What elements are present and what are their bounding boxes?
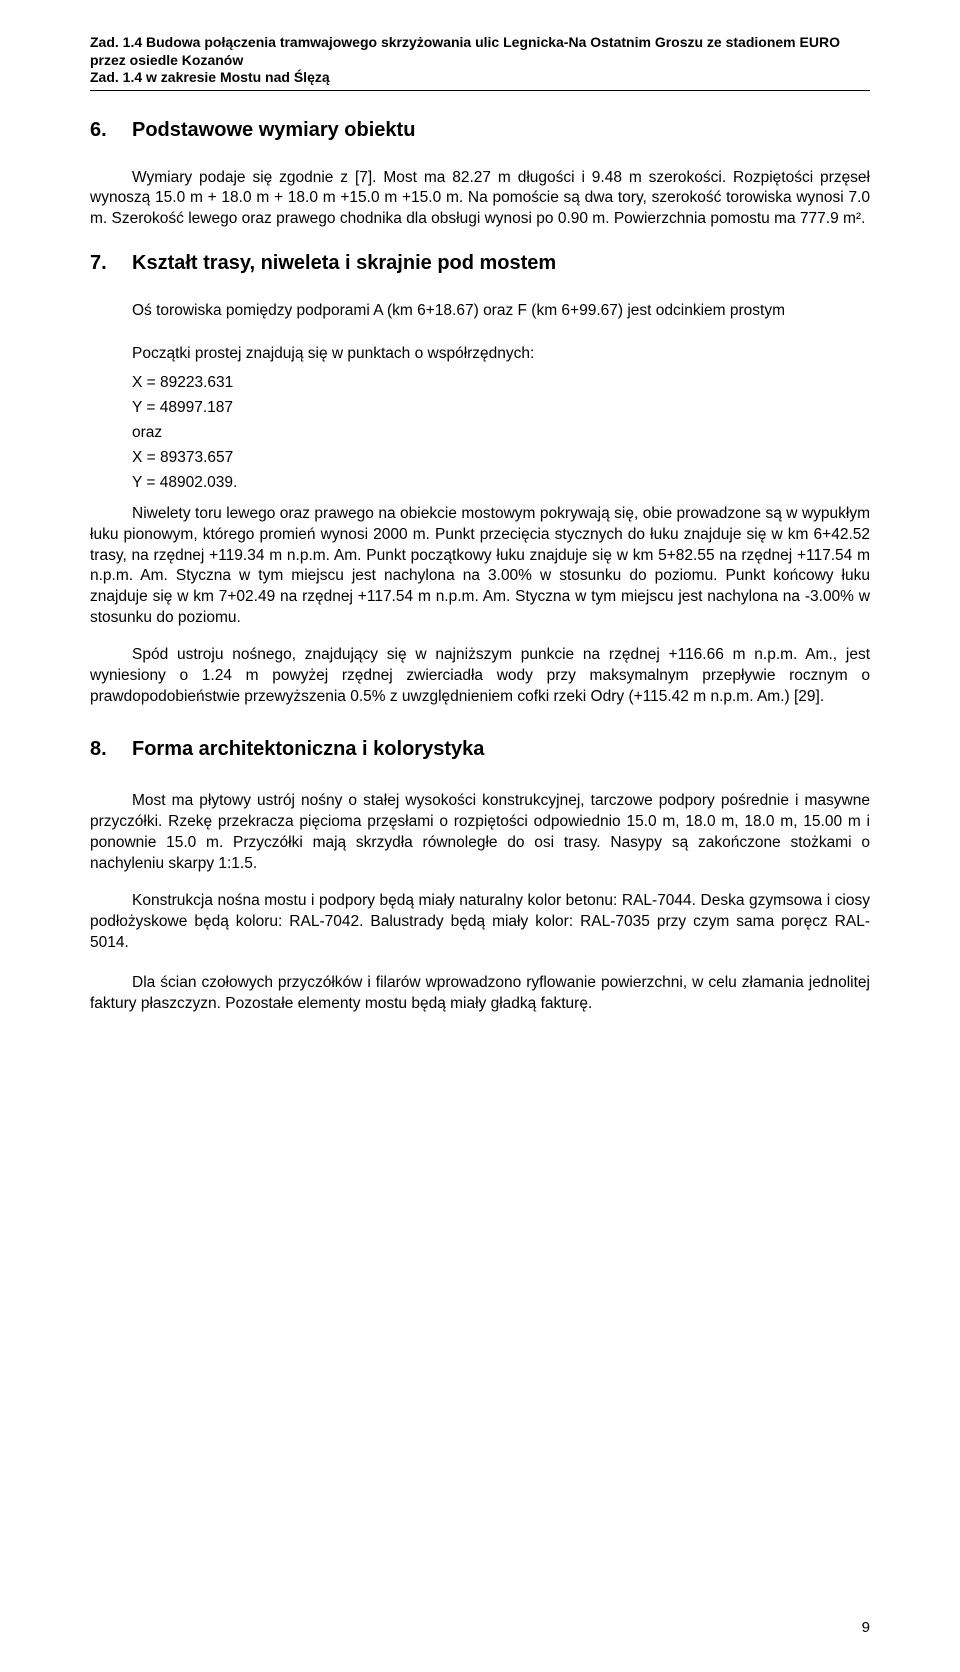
header-line-2: Zad. 1.4 w zakresie Mostu nad Ślęzą [90, 69, 870, 87]
section-7-heading: 7. Kształt trasy, niweleta i skrajnie po… [90, 252, 870, 275]
coord-x2: X = 89373.657 [132, 448, 870, 469]
section-7-title: Kształt trasy, niweleta i skrajnie pod m… [132, 252, 870, 275]
coord-y1: Y = 48997.187 [132, 398, 870, 419]
document-page: Zad. 1.4 Budowa połączenia tramwajowego … [0, 0, 960, 1672]
header-line-1: Zad. 1.4 Budowa połączenia tramwajowego … [90, 34, 870, 69]
section-8-paragraph-1: Most ma płytowy ustrój nośny o stałej wy… [90, 791, 870, 875]
page-number: 9 [862, 1619, 870, 1636]
section-8-paragraph-2: Konstrukcja nośna mostu i podpory będą m… [90, 891, 870, 954]
section-8-paragraph-3: Dla ścian czołowych przyczółków i filaró… [90, 973, 870, 1015]
coord-y2: Y = 48902.039. [132, 473, 870, 494]
section-6-number: 6. [90, 119, 132, 142]
coord-oraz: oraz [132, 423, 870, 444]
section-7-number: 7. [90, 252, 132, 275]
section-8-heading: 8. Forma architektoniczna i kolorystyka [90, 738, 870, 761]
section-8-title: Forma architektoniczna i kolorystyka [132, 738, 870, 761]
section-6-title: Podstawowe wymiary obiektu [132, 119, 870, 142]
coord-x1: X = 89223.631 [132, 373, 870, 394]
section-7-paragraph-3: Niwelety toru lewego oraz prawego na obi… [90, 504, 870, 630]
page-header: Zad. 1.4 Budowa połączenia tramwajowego … [90, 34, 870, 91]
section-6-heading: 6. Podstawowe wymiary obiektu [90, 119, 870, 142]
section-8-number: 8. [90, 738, 132, 761]
section-7-paragraph-2: Początki prostej znajdują się w punktach… [90, 344, 870, 365]
section-6-paragraph-1: Wymiary podaje się zgodnie z [7]. Most m… [90, 168, 870, 231]
section-7-paragraph-1: Oś torowiska pomiędzy podporami A (km 6+… [90, 301, 870, 322]
section-7-paragraph-4: Spód ustroju nośnego, znajdujący się w n… [90, 645, 870, 708]
